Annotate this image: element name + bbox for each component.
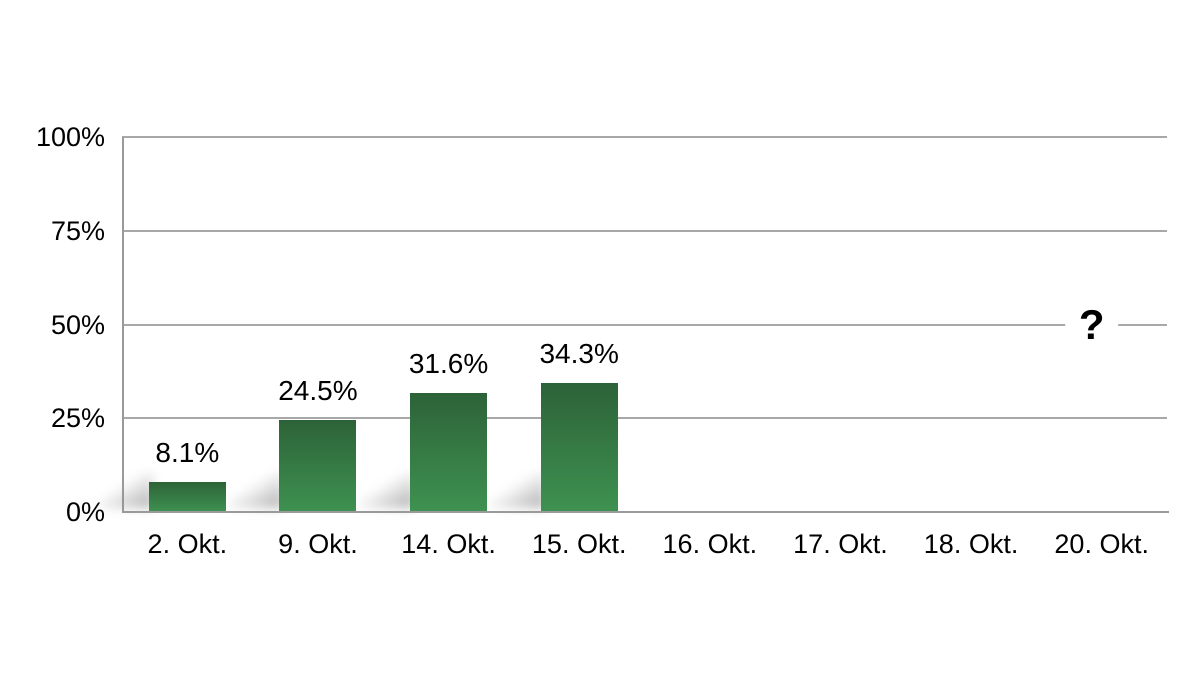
unknown-value-marker: ?	[1064, 301, 1119, 348]
bar-value-label: 8.1%	[155, 437, 220, 468]
bar-value-label: 31.6%	[408, 348, 489, 379]
y-axis-line	[122, 137, 124, 512]
x-tick-label: 14. Okt.	[401, 529, 496, 559]
bar-14. Okt.	[410, 393, 487, 512]
x-tick-label: 15. Okt.	[531, 529, 627, 559]
bar-shadow	[227, 472, 283, 508]
gridline-75%	[122, 229, 1167, 232]
gridline-100%	[122, 136, 1167, 138]
x-axis-line	[122, 511, 1169, 513]
y-tick-label: 50%	[50, 309, 105, 340]
x-tick-label: 17. Okt.	[793, 529, 888, 559]
bar-shadow	[358, 472, 414, 508]
bar-2. Okt.	[149, 482, 226, 512]
gridline-50%	[122, 323, 1167, 326]
bar-15. Okt.	[541, 383, 618, 512]
x-tick-label: 20. Okt.	[1054, 529, 1149, 559]
y-tick-label: 25%	[50, 403, 105, 434]
y-tick-label: 100%	[35, 122, 105, 152]
x-tick-label: 9. Okt.	[278, 529, 358, 559]
y-tick-label: 75%	[50, 215, 105, 246]
y-tick-label: 0%	[65, 497, 105, 527]
gridline-25%	[122, 417, 1167, 420]
x-tick-label: 16. Okt.	[662, 529, 758, 559]
x-tick-label: 2. Okt.	[147, 529, 228, 559]
bar-shadow	[97, 472, 153, 508]
x-tick-label: 18. Okt.	[923, 529, 1019, 559]
bar-value-label: 34.3%	[539, 338, 619, 369]
bar-value-label: 24.5%	[278, 375, 358, 406]
bar-9. Okt.	[279, 420, 356, 512]
bar-shadow	[489, 472, 545, 508]
